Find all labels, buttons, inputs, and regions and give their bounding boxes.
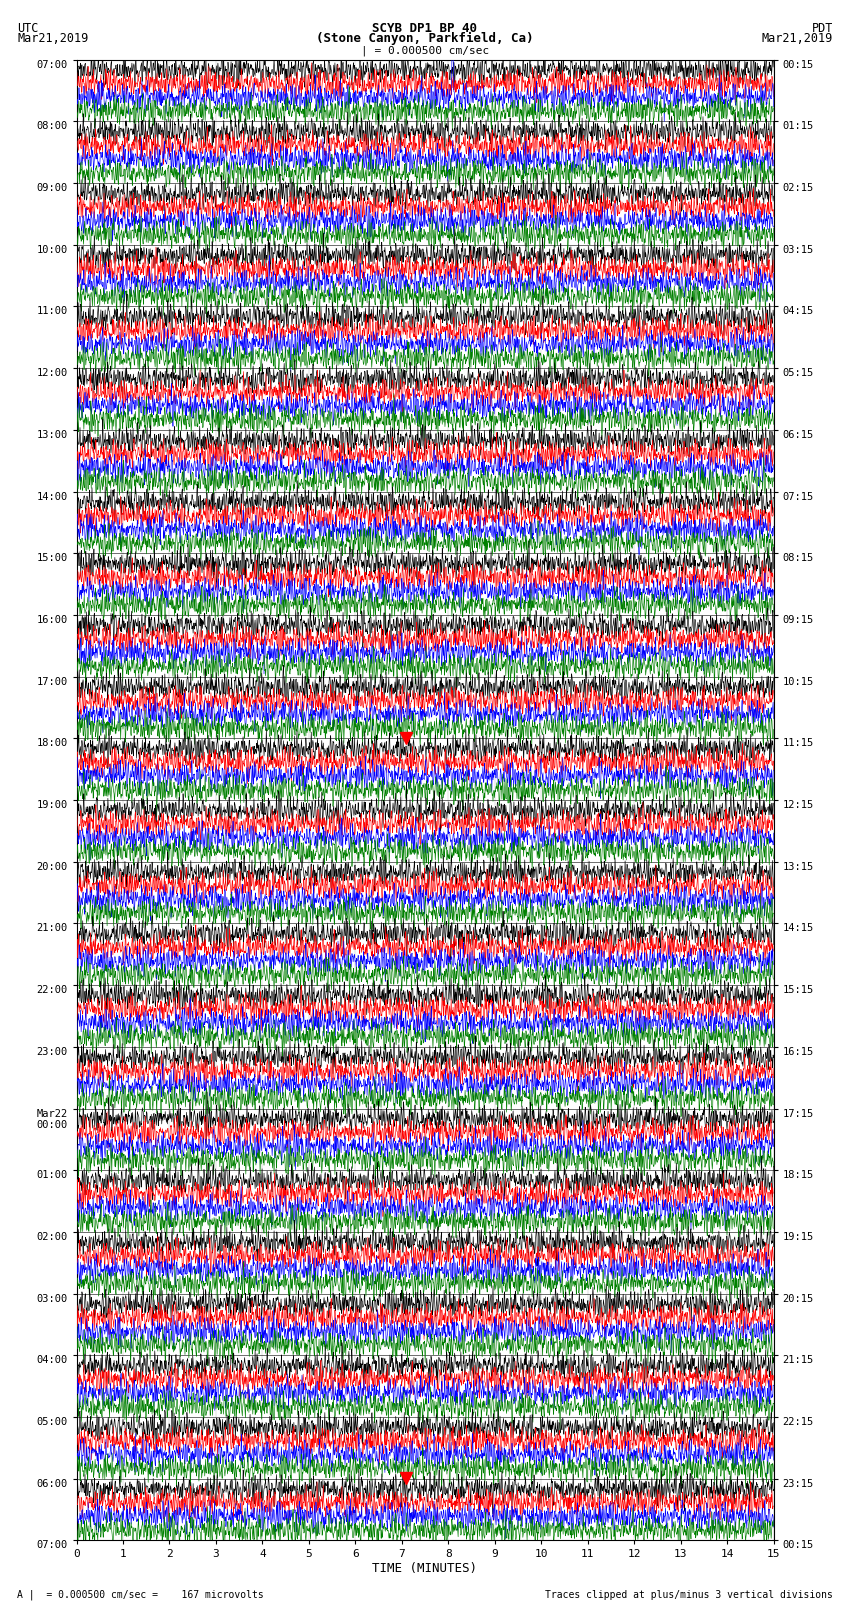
Text: UTC: UTC [17,21,38,35]
Text: (Stone Canyon, Parkfield, Ca): (Stone Canyon, Parkfield, Ca) [316,32,534,45]
X-axis label: TIME (MINUTES): TIME (MINUTES) [372,1563,478,1576]
Text: SCYB DP1 BP 40: SCYB DP1 BP 40 [372,21,478,35]
Text: PDT: PDT [812,21,833,35]
Text: | = 0.000500 cm/sec: | = 0.000500 cm/sec [361,45,489,56]
Text: A |  = 0.000500 cm/sec =    167 microvolts: A | = 0.000500 cm/sec = 167 microvolts [17,1589,264,1600]
Text: Mar21,2019: Mar21,2019 [762,32,833,45]
Text: Mar21,2019: Mar21,2019 [17,32,88,45]
Text: Traces clipped at plus/minus 3 vertical divisions: Traces clipped at plus/minus 3 vertical … [545,1590,833,1600]
